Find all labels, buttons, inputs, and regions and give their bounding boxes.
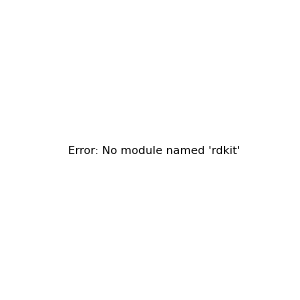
Text: Error: No module named 'rdkit': Error: No module named 'rdkit' bbox=[68, 146, 240, 157]
